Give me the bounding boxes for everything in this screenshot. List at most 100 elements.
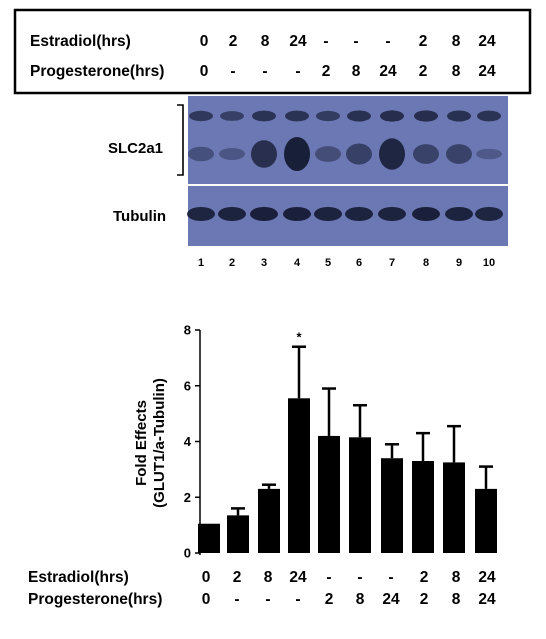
slc2a1-upper-band	[447, 110, 471, 122]
chart-progesterone-label: Progesterone(hrs)	[28, 591, 162, 608]
significance-marker: *	[296, 330, 302, 345]
bar-1	[198, 523, 220, 553]
slc2a1-upper-band	[380, 110, 404, 122]
header-table: Estradiol(hrs) Progesterone(hrs) 0 2 8 24- -…	[13, 8, 532, 95]
lane-number: 2	[229, 257, 235, 269]
header-table-border	[13, 8, 532, 95]
slc2a1-lower-band	[346, 143, 372, 165]
chart-condition-value: -	[265, 591, 270, 608]
header-value: 24	[379, 63, 397, 80]
lane-number: 3	[261, 257, 267, 269]
header-value: 0	[200, 33, 209, 50]
tubulin-band	[378, 207, 406, 221]
slc2a1-lower-band	[284, 137, 310, 171]
slc2a1-upper-band	[316, 110, 340, 122]
header-value: 0	[200, 63, 209, 80]
y-axis-sublabel: (GLUT1/a-Tubulin)	[151, 378, 168, 508]
tubulin-band	[412, 207, 440, 221]
chart-condition-value: 2	[420, 591, 429, 608]
chart-condition-value: -	[234, 591, 239, 608]
chart-condition-value: 8	[452, 569, 461, 586]
lane-number: 7	[389, 257, 395, 269]
y-tick-label: 6	[184, 378, 191, 393]
slc2a1-upper-band	[347, 110, 371, 122]
chart-condition-value: 0	[202, 591, 211, 608]
slc2a1-lower-band	[315, 146, 341, 162]
tubulin-band	[187, 207, 215, 221]
chart-condition-value: -	[295, 591, 300, 608]
band-label-slc2a1: SLC2a1	[108, 140, 163, 157]
y-tick-label: 8	[184, 323, 191, 338]
header-estradiol-label: Estradiol(hrs)	[30, 33, 131, 50]
header-value: -	[323, 33, 328, 50]
slc2a1-bracket	[177, 104, 184, 176]
lane-number: 9	[456, 257, 462, 269]
slc2a1-lower-band	[251, 140, 277, 168]
header-value: 24	[289, 33, 307, 50]
header-value: 8	[452, 33, 461, 50]
chart-condition-value: -	[326, 569, 331, 586]
header-value: 24	[478, 63, 496, 80]
header-value: 8	[452, 63, 461, 80]
bar-2	[227, 515, 249, 553]
y-tick-label: 2	[184, 490, 191, 505]
header-value: 2	[229, 33, 238, 50]
chart-condition-value: 8	[356, 591, 365, 608]
header-value: -	[353, 33, 358, 50]
y-tick-label: 0	[184, 546, 191, 561]
chart-condition-value: 24	[382, 591, 400, 608]
chart-condition-value: -	[357, 569, 362, 586]
slc2a1-lower-band	[446, 144, 472, 164]
chart-condition-value: 24	[478, 569, 496, 586]
slc2a1-upper-band	[220, 111, 244, 121]
lane-number: 5	[325, 257, 331, 269]
header-progesterone-label: Progesterone(hrs)	[30, 63, 164, 80]
slc2a1-lower-band	[219, 148, 245, 160]
slc2a1-lower-band	[413, 144, 439, 164]
chart-condition-value: 8	[264, 569, 273, 586]
chart-condition-value: 2	[420, 569, 429, 586]
lane-number: 1	[198, 257, 204, 269]
slc2a1-lower-band	[379, 138, 405, 170]
y-axis-label: Fold Effects	[133, 400, 150, 486]
lane-number: 6	[356, 257, 362, 269]
tubulin-band	[218, 207, 246, 221]
header-value: 8	[261, 33, 270, 50]
slc2a1-lower-band	[476, 148, 502, 160]
bar-5	[318, 435, 340, 553]
chart-condition-value: 2	[233, 569, 242, 586]
chart-condition-value: 2	[325, 591, 334, 608]
lane-number: 8	[423, 257, 429, 269]
tubulin-band	[314, 207, 342, 221]
slc2a1-upper-band	[477, 110, 501, 122]
chart-estradiol-label: Estradiol(hrs)	[28, 569, 129, 586]
bar-8	[412, 461, 434, 553]
header-value: 2	[419, 63, 428, 80]
slc2a1-lower-band	[188, 146, 214, 162]
bar-4	[288, 398, 310, 553]
slc2a1-upper-band	[414, 110, 438, 122]
header-value: -	[385, 33, 390, 50]
tubulin-band	[250, 207, 278, 221]
chart-condition-value: 24	[478, 591, 496, 608]
chart-condition-value: 0	[202, 569, 211, 586]
slc2a1-upper-band	[189, 110, 213, 122]
tubulin-band	[475, 207, 503, 221]
lane-number: 4	[294, 257, 301, 269]
bar-3	[258, 488, 280, 553]
band-label-tubulin: Tubulin	[113, 208, 166, 225]
bar-9	[443, 462, 465, 553]
y-tick-label: 4	[184, 434, 192, 449]
chart-condition-value: -	[388, 569, 393, 586]
bar-7	[381, 458, 403, 553]
slc2a1-upper-band	[252, 110, 276, 122]
bar-10	[475, 488, 497, 553]
header-value: -	[230, 63, 235, 80]
header-value: -	[295, 63, 300, 80]
header-value: 2	[419, 33, 428, 50]
tubulin-band	[283, 207, 311, 221]
western-blot: SLC2a1 Tubulin 1 2 3 4 5 6 7 8 9 10	[108, 96, 508, 269]
header-value: 2	[322, 63, 331, 80]
header-value: -	[262, 63, 267, 80]
bar-6	[349, 437, 371, 553]
